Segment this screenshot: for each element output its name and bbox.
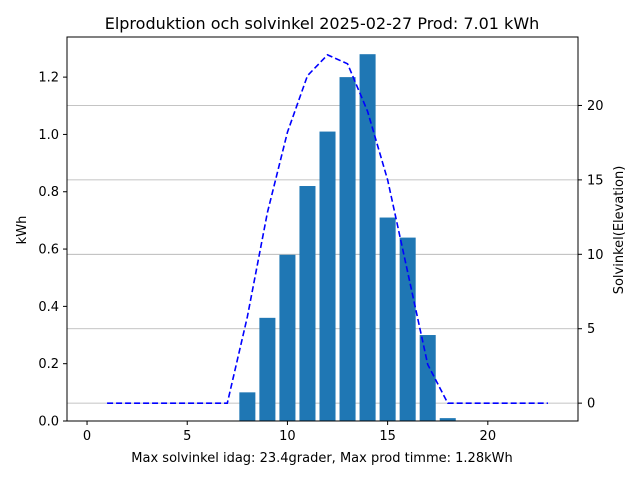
y2-tick-label: 0 — [587, 397, 595, 412]
y-tick-label: 1.2 — [38, 71, 59, 86]
y2-tick-label: 10 — [587, 248, 604, 263]
bar — [439, 418, 456, 421]
series-line — [107, 53, 548, 404]
y-axis-label: kWh — [15, 216, 30, 245]
bar — [279, 254, 296, 421]
y2-tick-label: 20 — [587, 99, 604, 114]
plot-frame — [66, 36, 579, 422]
x-tick-label: 0 — [83, 429, 91, 444]
y2-tick-label: 15 — [587, 173, 604, 188]
y-axis-right: 0 5 10 15 20 — [578, 99, 604, 412]
bar — [299, 186, 316, 421]
bar — [239, 392, 256, 421]
bar — [319, 131, 336, 421]
bar — [359, 54, 376, 421]
x-tick-label: 15 — [379, 429, 396, 444]
y-tick-label: 0.4 — [38, 300, 59, 315]
x-axis-label: Max solvinkel idag: 23.4grader, Max prod… — [131, 451, 512, 466]
bar — [339, 77, 356, 422]
x-tick-label: 20 — [480, 429, 497, 444]
y2-axis-label: Solvinkel(Elevation) — [612, 166, 627, 295]
y-tick-label: 0.6 — [38, 243, 59, 258]
y-axis-left: 0.0 0.2 0.4 0.6 0.8 1.0 1.2 — [38, 71, 67, 430]
bar — [399, 237, 416, 421]
y2-tick-label: 5 — [587, 322, 595, 337]
x-tick-label: 5 — [183, 429, 191, 444]
bar-layer — [239, 54, 456, 422]
bar — [259, 317, 276, 421]
bar — [419, 335, 436, 421]
y-tick-label: 1.0 — [38, 128, 59, 143]
x-axis: 0 5 10 15 20 — [83, 421, 496, 444]
x-tick-label: 10 — [279, 429, 296, 444]
y-tick-label: 0.8 — [38, 185, 59, 200]
y-tick-label: 0.0 — [38, 415, 59, 430]
line-layer — [107, 53, 548, 404]
y-tick-label: 0.2 — [38, 357, 59, 372]
chart-title: Elproduktion och solvinkel 2025-02-27 Pr… — [105, 14, 540, 33]
bar — [379, 217, 396, 421]
